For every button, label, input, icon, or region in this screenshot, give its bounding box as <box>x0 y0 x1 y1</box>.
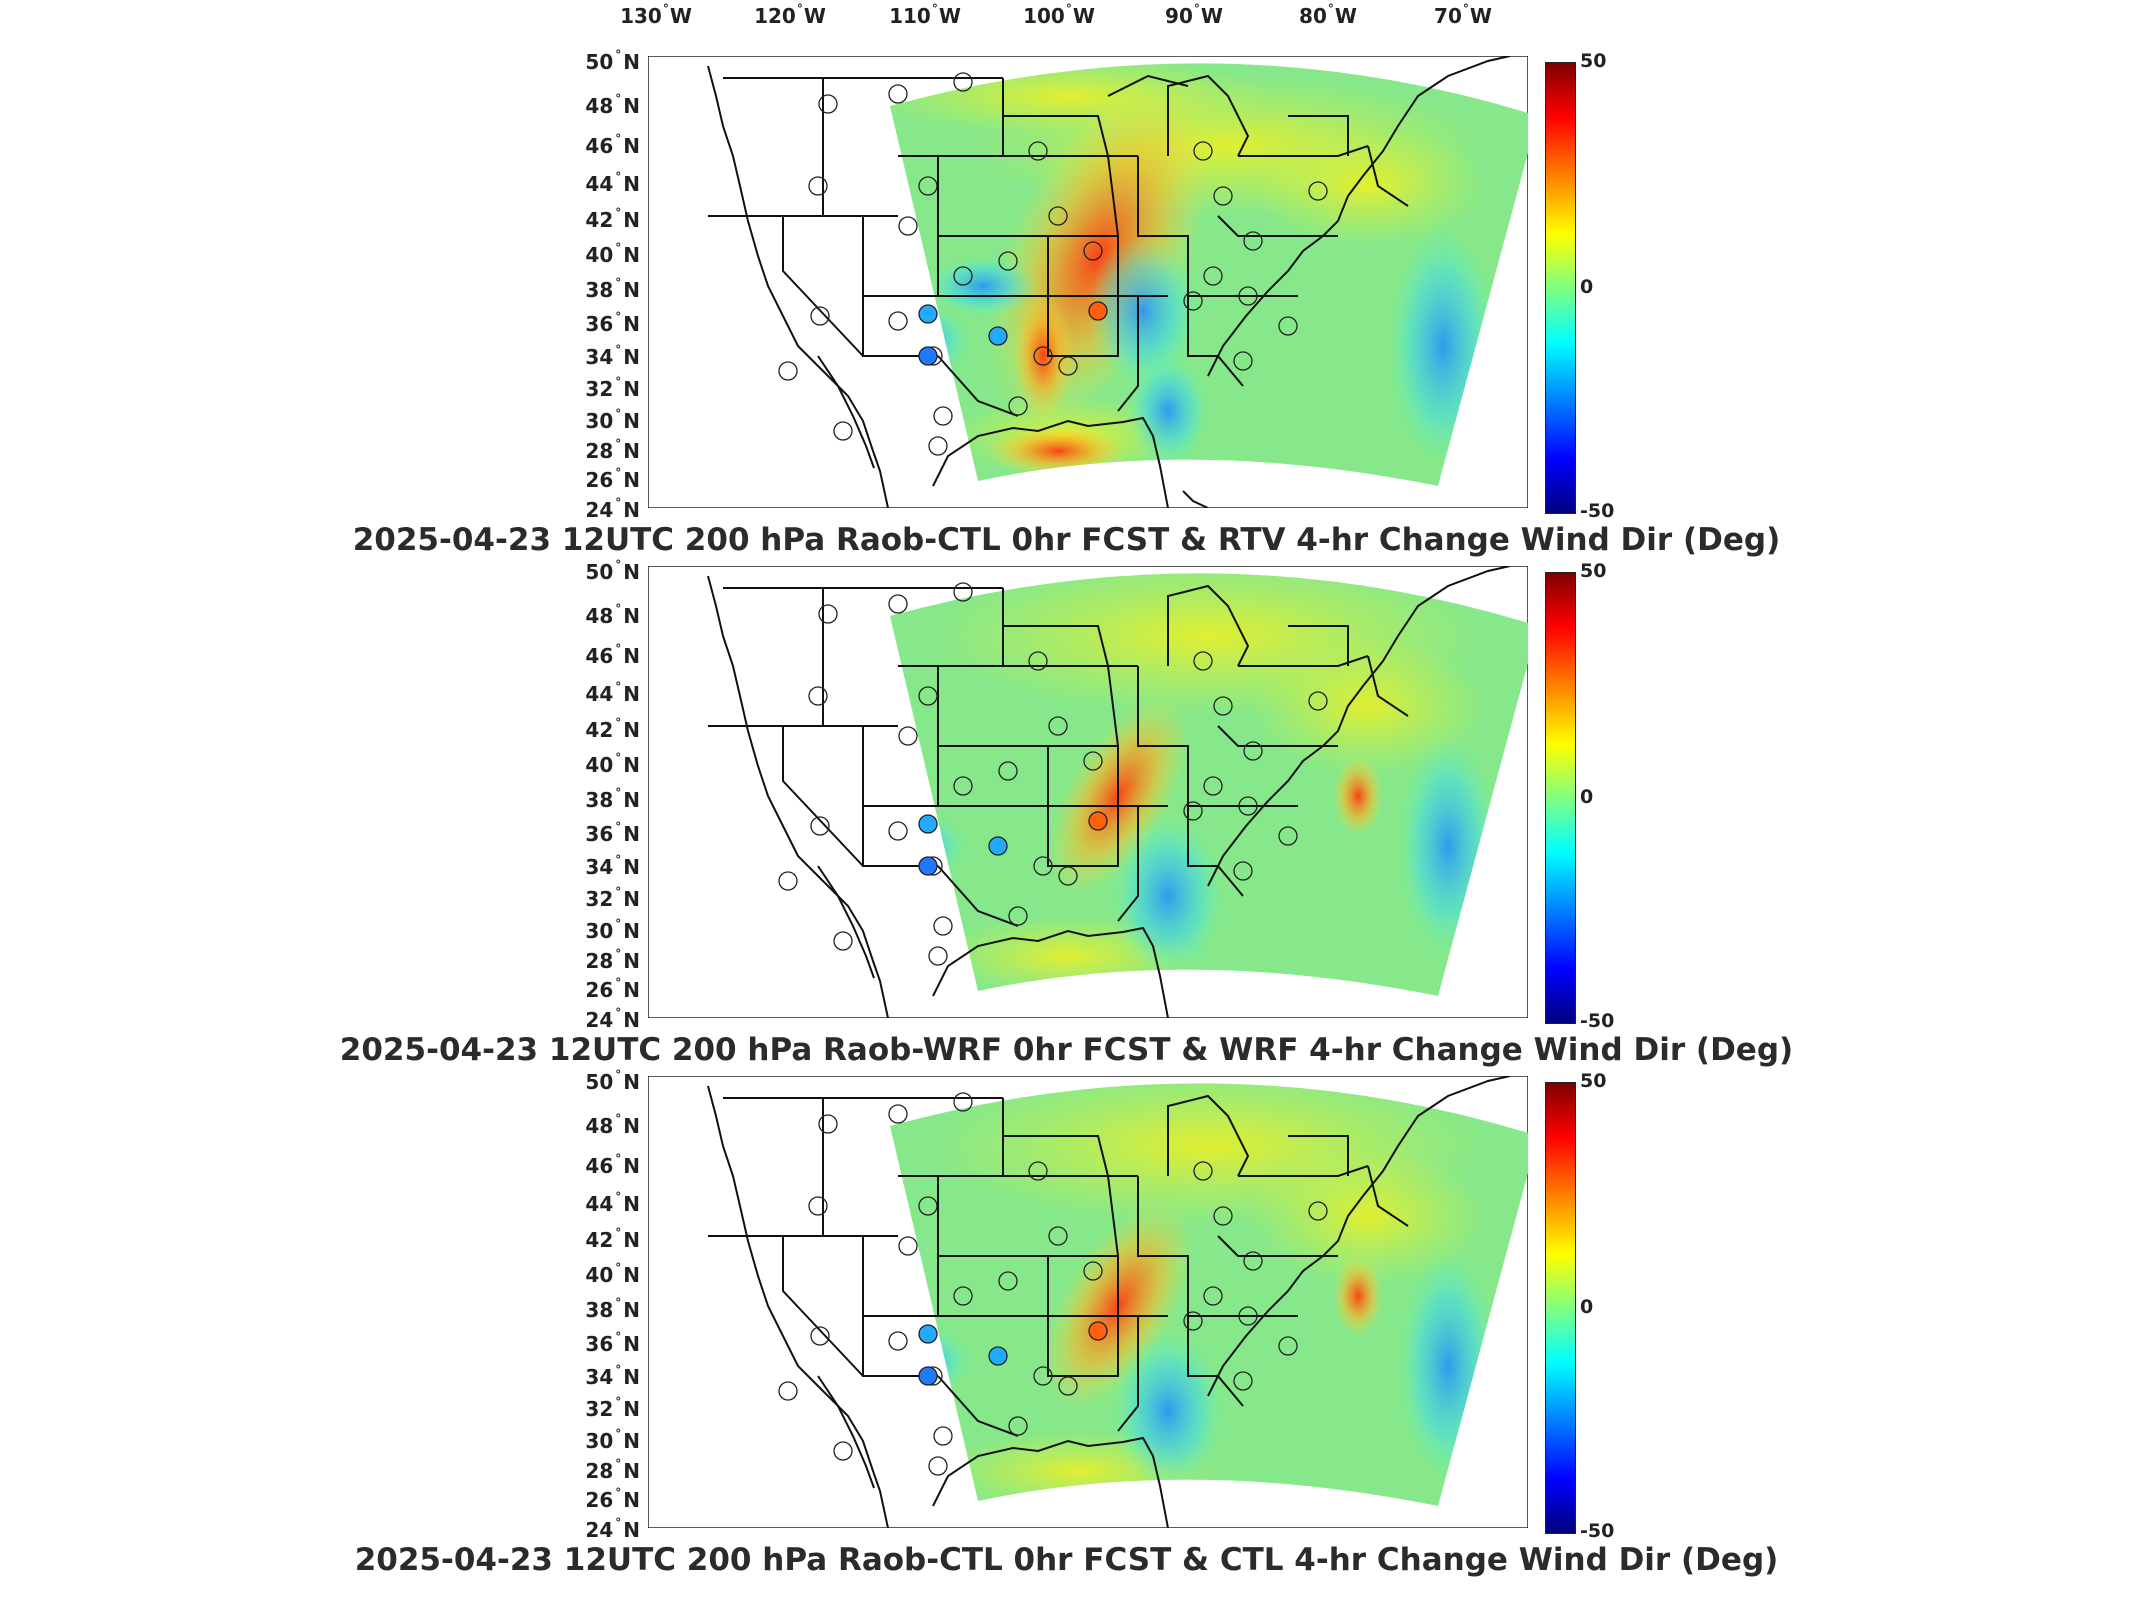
lon-label: 80°W <box>1299 2 1357 28</box>
map-plot <box>648 56 1528 508</box>
lat-label: 36 ° N <box>585 310 640 336</box>
lat-label: 32 ° N <box>585 375 640 401</box>
lat-label: 36 ° N <box>585 820 640 846</box>
lon-label: 120°W <box>754 2 826 28</box>
lat-label: 36 ° N <box>585 1330 640 1356</box>
lat-label: 32 ° N <box>585 1395 640 1421</box>
lat-label: 30 ° N <box>585 917 640 943</box>
colorbar <box>1545 572 1576 1024</box>
lat-label: 38 ° N <box>585 276 640 302</box>
lat-label: 26 ° N <box>585 466 640 492</box>
lat-label: 48 ° N <box>585 602 640 628</box>
lat-label: 48 ° N <box>585 92 640 118</box>
lon-label: 130°W <box>620 2 692 28</box>
lat-label: 50 ° N <box>585 1068 640 1094</box>
lat-label: 46 ° N <box>585 1152 640 1178</box>
panel-title: 2025-04-23 12UTC 200 hPa Raob-CTL 0hr FC… <box>354 1542 1779 1578</box>
lat-label: 34 ° N <box>585 1363 640 1389</box>
coastlines <box>707 566 1511 1018</box>
colorbar-mid-label: 0 <box>1580 1296 1594 1318</box>
lon-label: 90°W <box>1165 2 1223 28</box>
lat-label: 40 ° N <box>585 1261 640 1287</box>
lat-label: 28 ° N <box>585 947 640 973</box>
lat-label: 38 ° N <box>585 786 640 812</box>
lat-label: 24 ° N <box>585 1516 640 1542</box>
coastlines <box>707 1076 1511 1528</box>
lon-label: 110°W <box>889 2 961 28</box>
lat-label: 42 ° N <box>585 1226 640 1252</box>
lat-label: 40 ° N <box>585 751 640 777</box>
coastlines <box>707 56 1511 508</box>
lat-label: 46 ° N <box>585 642 640 668</box>
lat-label: 30 ° N <box>585 407 640 433</box>
lat-label: 50 ° N <box>585 558 640 584</box>
colorbar <box>1545 1082 1576 1534</box>
lat-label: 34 ° N <box>585 853 640 879</box>
map-plot <box>648 1076 1528 1528</box>
colorbar-max-label: 50 <box>1580 50 1607 72</box>
lon-label: 100°W <box>1023 2 1095 28</box>
lat-label: 24 ° N <box>585 1006 640 1032</box>
colorbar-min-label: -50 <box>1580 1520 1615 1542</box>
colorbar-max-label: 50 <box>1580 560 1607 582</box>
panel-title: 2025-04-23 12UTC 200 hPa Raob-WRF 0hr FC… <box>339 1032 1794 1068</box>
lat-label: 30 ° N <box>585 1427 640 1453</box>
lat-label: 42 ° N <box>585 716 640 742</box>
lat-label: 42 ° N <box>585 206 640 232</box>
wind-field <box>890 63 1528 487</box>
state-borders <box>708 74 1409 417</box>
colorbar-min-label: -50 <box>1580 500 1615 522</box>
lat-label: 44 ° N <box>585 680 640 706</box>
panel-title: 2025-04-23 12UTC 200 hPa Raob-CTL 0hr FC… <box>352 522 1781 558</box>
colorbar-min-label: -50 <box>1580 1010 1615 1032</box>
station-markers <box>778 582 1328 966</box>
lon-label: 70°W <box>1434 2 1492 28</box>
longitude-axis: 130°W 120°W 110°W 100°W 90°W 80°W 70°W <box>0 2 2133 38</box>
wind-field <box>890 1083 1528 1507</box>
lat-label: 44 ° N <box>585 1190 640 1216</box>
colorbar <box>1545 62 1576 514</box>
colorbar-mid-label: 0 <box>1580 276 1594 298</box>
lat-label: 50 ° N <box>585 48 640 74</box>
station-markers <box>778 1092 1328 1476</box>
lat-label: 28 ° N <box>585 437 640 463</box>
lat-label: 38 ° N <box>585 1296 640 1322</box>
colorbar-max-label: 50 <box>1580 1070 1607 1092</box>
lat-label: 48 ° N <box>585 1112 640 1138</box>
lat-label: 28 ° N <box>585 1457 640 1483</box>
lat-label: 34 ° N <box>585 343 640 369</box>
map-plot <box>648 566 1528 1018</box>
lat-label: 46 ° N <box>585 132 640 158</box>
state-borders <box>708 584 1409 927</box>
state-borders <box>708 1094 1409 1437</box>
lat-label: 26 ° N <box>585 976 640 1002</box>
colorbar-mid-label: 0 <box>1580 786 1594 808</box>
lat-label: 32 ° N <box>585 885 640 911</box>
lat-label: 40 ° N <box>585 241 640 267</box>
lat-label: 44 ° N <box>585 170 640 196</box>
lat-label: 24 ° N <box>585 496 640 522</box>
lat-label: 26 ° N <box>585 1486 640 1512</box>
station-markers <box>778 72 1328 456</box>
